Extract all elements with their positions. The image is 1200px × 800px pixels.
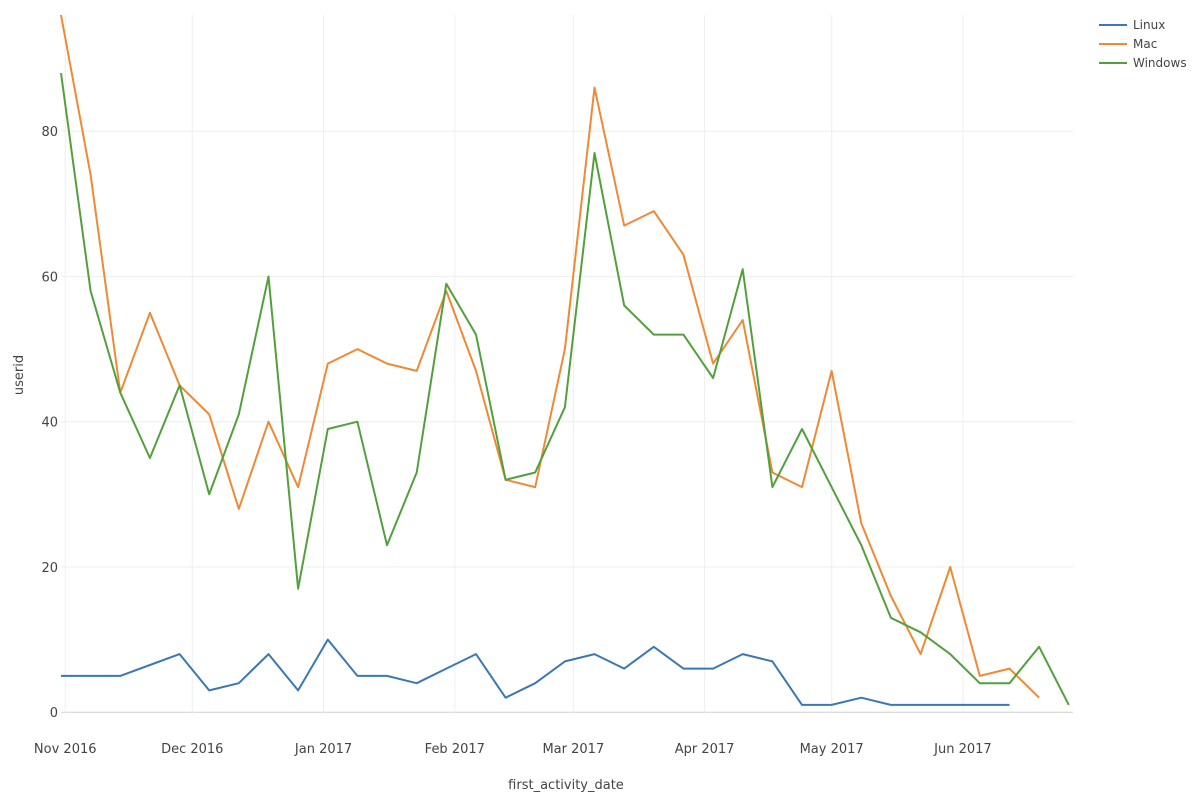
x-tick-label: Jun 2017 bbox=[933, 742, 992, 757]
y-tick-label: 20 bbox=[41, 561, 58, 576]
y-tick-label: 60 bbox=[41, 270, 58, 285]
y-axis-title: userid bbox=[12, 355, 27, 395]
x-axis-ticks: Nov 2016 Dec 2016 Jan 2017 Feb 2017 Mar 2017… bbox=[34, 742, 992, 757]
x-tick-label: Dec 2016 bbox=[161, 742, 223, 757]
x-axis-title: first_activity_date bbox=[508, 778, 624, 793]
legend-item-windows[interactable]: Windows bbox=[1099, 56, 1187, 70]
grid bbox=[61, 15, 1073, 714]
x-tick-label: Jan 2017 bbox=[294, 742, 352, 757]
y-tick-label: 80 bbox=[41, 125, 58, 140]
legend-label: Mac bbox=[1133, 37, 1157, 51]
series-line-windows bbox=[60, 72, 1070, 706]
series-line-linux bbox=[61, 638, 1010, 706]
legend-item-linux[interactable]: Linux bbox=[1099, 18, 1165, 32]
x-tick-label: Feb 2017 bbox=[425, 742, 485, 757]
x-tick-label: Apr 2017 bbox=[675, 742, 735, 757]
y-tick-label: 0 bbox=[50, 706, 58, 721]
x-tick-label: May 2017 bbox=[800, 742, 864, 757]
x-tick-label: Mar 2017 bbox=[542, 742, 604, 757]
legend-item-mac[interactable]: Mac bbox=[1099, 37, 1157, 51]
legend: Linux Mac Windows bbox=[1099, 18, 1187, 70]
x-tick-label: Nov 2016 bbox=[34, 742, 97, 757]
series-line-mac bbox=[60, 14, 1040, 699]
y-tick-label: 40 bbox=[41, 416, 58, 431]
y-axis-ticks: 0 20 40 60 80 bbox=[41, 125, 58, 721]
legend-label: Linux bbox=[1133, 18, 1165, 32]
series-lines bbox=[60, 14, 1070, 706]
legend-label: Windows bbox=[1133, 56, 1187, 70]
